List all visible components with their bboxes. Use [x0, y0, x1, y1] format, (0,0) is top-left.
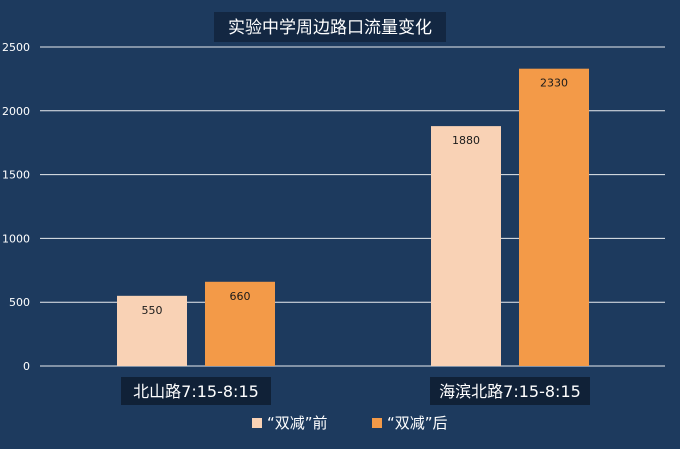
bar-value-label: 1880 [452, 134, 480, 147]
bar [205, 281, 275, 366]
chart-title: 实验中学周边路口流量变化 [228, 18, 432, 38]
y-tick-label: 1000 [2, 232, 30, 245]
bar [431, 126, 501, 366]
legend: “双减”前 “双减”后 [252, 414, 448, 432]
legend-swatch [252, 418, 262, 428]
legend-swatch [372, 418, 382, 428]
bar-value-label: 2330 [540, 77, 568, 90]
bars: 550 660 1880 2330 [117, 68, 589, 366]
y-tick-label: 2500 [2, 41, 30, 54]
category-label-background [121, 377, 271, 405]
bar [117, 295, 187, 366]
legend-label: “双减”后 [387, 414, 448, 432]
legend-label: “双减”前 [267, 414, 328, 432]
category-label: 海滨北路7:15-8:15 [439, 382, 581, 401]
category-label-background [430, 377, 590, 405]
bar-value-label: 660 [230, 290, 251, 303]
y-tick-label: 0 [23, 360, 30, 373]
bar [519, 68, 589, 366]
y-axis-ticks: 0 500 1000 1500 2000 2500 [2, 41, 30, 373]
x-axis-categories: 北山路7:15-8:15 海滨北路7:15-8:15 [121, 377, 590, 405]
chart-title-background [214, 12, 446, 42]
y-tick-label: 500 [9, 296, 30, 309]
bar-value-label: 550 [142, 304, 163, 317]
y-tick-label: 1500 [2, 169, 30, 182]
y-tick-label: 2000 [2, 105, 30, 118]
category-label: 北山路7:15-8:15 [133, 382, 259, 401]
